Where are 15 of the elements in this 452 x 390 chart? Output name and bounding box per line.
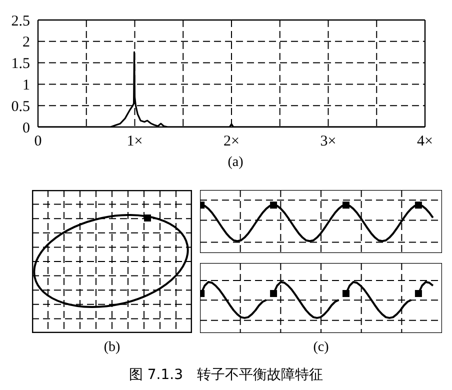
x-axis-title: (a) — [226, 155, 244, 171]
x-tick-label: 2× — [224, 134, 240, 150]
y-tick-label: 0.5 — [11, 98, 30, 115]
y-tick-label: 2.5 — [11, 13, 30, 30]
caption: 图 7.1.3 转子不平衡故障特征 — [128, 366, 324, 384]
y-tick-label: 1 — [22, 78, 30, 94]
y-tick-label: 0 — [22, 120, 30, 136]
x-axis-title: (c) — [312, 340, 330, 356]
y-tick-label: 2 — [22, 34, 30, 51]
text: (b) — [102, 340, 122, 356]
x-tick-label: 1× — [126, 134, 143, 150]
x-tick-label: 4× — [417, 134, 433, 150]
y-tick-label: 1.5 — [11, 56, 30, 72]
x-tick-label: 0 — [34, 134, 42, 150]
x-tick-label: 3× — [320, 134, 336, 150]
